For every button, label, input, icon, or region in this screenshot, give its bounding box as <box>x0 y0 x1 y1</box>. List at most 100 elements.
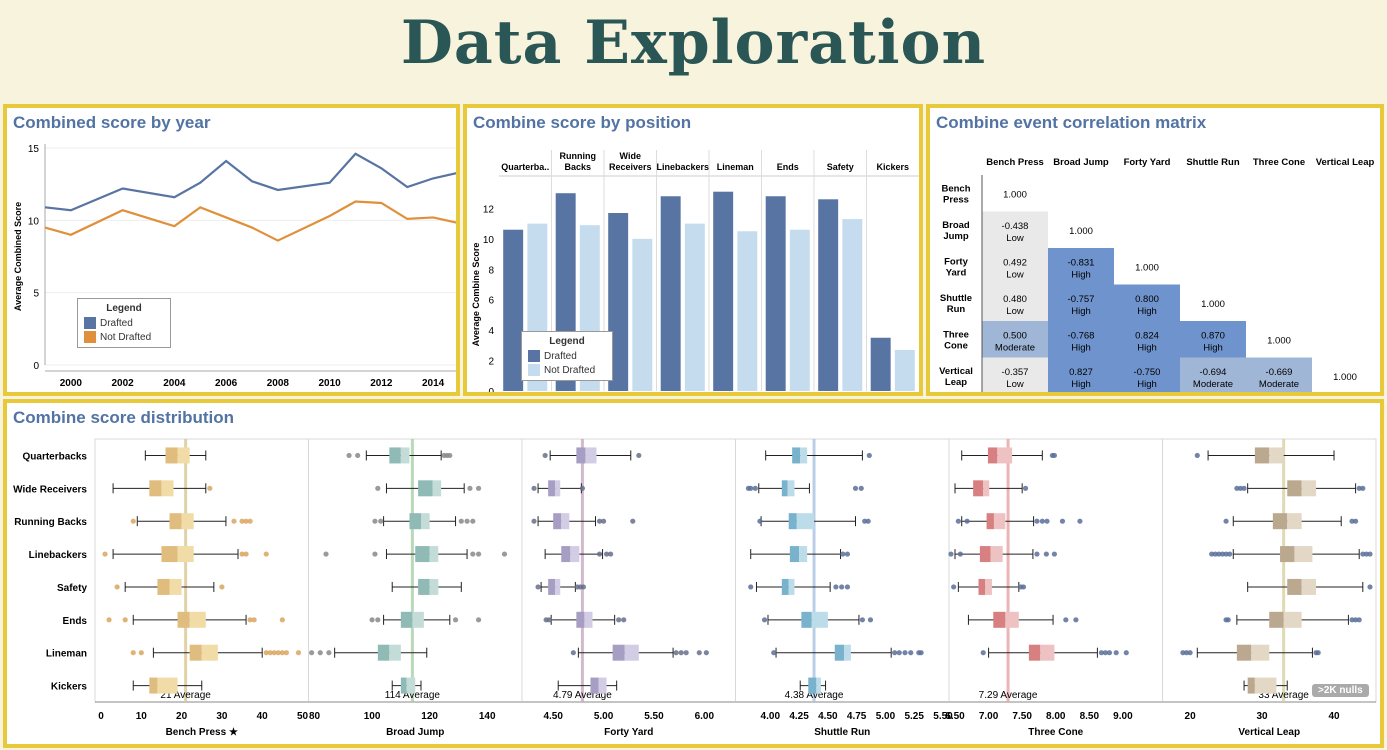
position-row-label: Lineman <box>46 649 87 660</box>
category-label: Backs <box>564 162 591 172</box>
box-lower <box>1028 644 1041 661</box>
matrix-row-label: Yard <box>946 267 967 278</box>
outlier-point <box>1187 650 1193 656</box>
matrix-cell <box>1048 321 1114 358</box>
outlier-point <box>464 518 470 524</box>
outlier-point <box>1216 551 1222 557</box>
outlier-point <box>447 452 453 459</box>
box-upper <box>985 578 992 595</box>
matrix-row-label: Run <box>947 304 966 315</box>
legend-item-drafted[interactable]: Drafted <box>84 317 164 329</box>
box-lower <box>792 447 801 464</box>
outlier-point <box>964 518 970 524</box>
legend-item-drafted[interactable]: Drafted <box>528 350 606 362</box>
matrix-cell <box>1048 357 1114 392</box>
outlier-point <box>369 617 375 623</box>
legend-item-not-drafted[interactable]: Not Drafted <box>84 331 164 343</box>
outlier-point <box>1113 650 1119 656</box>
legend-item-not-drafted[interactable]: Not Drafted <box>528 364 606 376</box>
average-label: 21 Average <box>160 690 211 701</box>
outlier-point <box>980 650 986 656</box>
x-tick-label: 2006 <box>215 378 238 389</box>
bar-not-drafted <box>737 231 758 391</box>
year-legend[interactable]: Legend Drafted Not Drafted <box>77 298 171 348</box>
outlier-point <box>896 650 902 656</box>
box-lower <box>1236 644 1252 661</box>
position-legend[interactable]: Legend Drafted Not Drafted <box>521 331 613 381</box>
outlier-point <box>580 584 587 590</box>
category-label: Kickers <box>876 162 909 172</box>
outlier-point <box>1123 650 1129 656</box>
box-lower <box>1247 677 1255 694</box>
outlier-point <box>1356 617 1362 623</box>
position-panel: Combine score by position 0 2 4 6 8 10 12 Avera… <box>463 104 923 396</box>
outlier-point <box>239 518 245 524</box>
outlier-point <box>106 617 112 623</box>
x-tick-label: 7.00 <box>979 711 999 722</box>
outlier-point <box>867 617 874 623</box>
outlier-point <box>247 617 253 623</box>
outlier-point <box>603 551 610 557</box>
matrix-cell-value: -0.438 <box>1002 221 1029 232</box>
box-lower <box>553 513 562 530</box>
box-lower <box>576 447 586 464</box>
box-upper <box>555 480 561 497</box>
outlier-point <box>130 650 136 656</box>
matrix-cell-value: 1.000 <box>1267 335 1291 346</box>
matrix-cell-value: -0.757 <box>1068 294 1095 305</box>
box-upper <box>997 447 1013 464</box>
outlier-point <box>243 551 249 557</box>
box-lower <box>801 611 812 628</box>
x-tick-label: 0 <box>98 711 104 722</box>
box-lower <box>1280 546 1295 563</box>
box-upper <box>570 546 580 563</box>
x-tick-label: 80 <box>309 711 321 722</box>
outlier-point <box>865 518 871 524</box>
matrix-cell-strength: High <box>1071 306 1091 317</box>
box-upper <box>177 447 190 464</box>
box-upper <box>787 480 795 497</box>
x-tick-label: 140 <box>479 711 496 722</box>
matrix-cell-value: 0.824 <box>1135 330 1159 341</box>
matrix-cell-strength: High <box>1203 342 1223 353</box>
year-line-chart: 0 5 10 15 2000 2002 2004 2006 2008 2010 2012 2014 Av… <box>13 144 456 389</box>
outlier-point <box>1034 551 1040 557</box>
x-tick-label: 5.50 <box>933 711 953 722</box>
outlier-point <box>570 650 576 656</box>
bar-drafted <box>765 196 786 391</box>
outlier-point <box>283 650 289 656</box>
x-tick-label: 2002 <box>112 378 135 389</box>
matrix-row-label: Broad <box>942 220 970 231</box>
x-tick-label: 9.00 <box>1113 711 1133 722</box>
box-lower <box>834 644 844 661</box>
bar-drafted <box>870 337 891 391</box>
x-tick-label: 20 <box>1185 711 1197 722</box>
matrix-cell <box>1114 357 1180 392</box>
box-lower <box>400 611 413 628</box>
outlier-point <box>243 518 249 524</box>
box-upper <box>993 513 1006 530</box>
box-upper <box>811 611 828 628</box>
average-label: 114 Average <box>385 690 441 701</box>
outlier-point <box>546 617 552 623</box>
outlier-point <box>833 584 839 590</box>
position-row-label: Running Backs <box>14 517 87 528</box>
box-lower <box>612 644 625 661</box>
box-upper <box>799 546 808 563</box>
outlier-point <box>1020 584 1027 590</box>
outlier-point <box>130 518 136 524</box>
outlier-point <box>275 650 281 656</box>
outlier-point <box>375 617 381 623</box>
box-lower <box>418 578 430 595</box>
outlier-point <box>844 551 851 557</box>
matrix-panel: Combine event correlation matrix Bench P… <box>926 104 1384 396</box>
matrix-cell-strength: High <box>1137 379 1157 390</box>
box-lower <box>808 677 817 694</box>
bar-drafted <box>503 229 524 391</box>
outlier-point <box>355 452 361 459</box>
outlier-point <box>696 650 702 656</box>
outlier-point <box>323 551 329 557</box>
outlier-point <box>1315 650 1321 656</box>
nulls-badge[interactable]: >2K nulls <box>1312 684 1369 697</box>
distribution-panel: Combine score distribution Quarterbacks W… <box>3 399 1384 748</box>
